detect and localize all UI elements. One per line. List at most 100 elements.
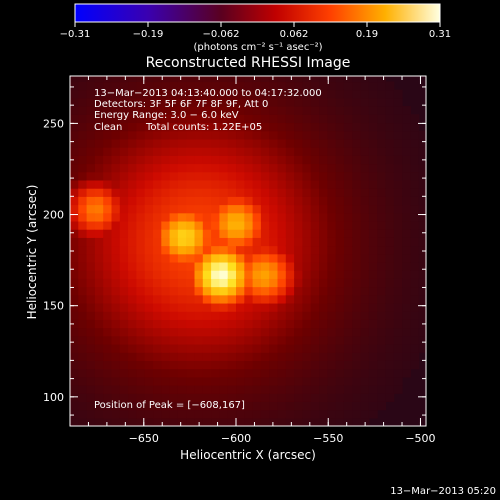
heatmap-cell: [335, 294, 345, 304]
heatmap-cell: [94, 237, 104, 247]
heatmap-cell: [277, 278, 287, 288]
heatmap-cell: [119, 343, 129, 353]
heatmap-cell: [352, 360, 362, 370]
heatmap-cell: [410, 261, 420, 271]
heatmap-cell: [319, 130, 328, 140]
heatmap-cell: [169, 196, 179, 206]
heatmap-cell: [343, 237, 353, 247]
heatmap-cell: [186, 384, 196, 394]
heatmap-cell: [227, 278, 237, 288]
heatmap-cell: [111, 245, 121, 255]
heatmap-cell: [319, 261, 328, 271]
heatmap-cell: [128, 237, 137, 247]
heatmap-cell: [161, 163, 171, 173]
heatmap-cell: [144, 130, 154, 140]
heatmap-cell: [78, 106, 88, 115]
heatmap-cell: [260, 335, 270, 345]
heatmap-cell: [393, 122, 403, 132]
heatmap-cell: [385, 384, 395, 394]
heatmap-cell: [219, 401, 229, 411]
heatmap-cell: [202, 138, 212, 148]
heatmap-cell: [70, 114, 79, 124]
heatmap-cell: [103, 278, 113, 288]
heatmap-cell: [177, 220, 187, 230]
heatmap-cell: [177, 286, 187, 296]
heatmap-cell: [269, 294, 279, 304]
heatmap-cell: [128, 245, 137, 255]
heatmap-cell: [294, 212, 304, 222]
heatmap-cell: [310, 163, 320, 173]
heatmap-cell: [302, 220, 312, 230]
heatmap-cell: [252, 106, 262, 115]
heatmap-cell: [186, 278, 196, 288]
heatmap-cell: [302, 163, 312, 173]
heatmap-cell: [128, 81, 137, 91]
heatmap-cell: [343, 220, 353, 230]
heatmap-cell: [294, 393, 304, 402]
heatmap-cell: [169, 212, 179, 222]
heatmap-cell: [252, 384, 262, 394]
heatmap-cell: [153, 327, 162, 337]
heatmap-cell: [227, 352, 237, 361]
heatmap-cell: [418, 302, 426, 312]
heatmap-cell: [402, 138, 411, 148]
heatmap-cell: [119, 171, 129, 181]
heatmap-cell: [385, 220, 395, 230]
heatmap-cell: [285, 130, 295, 140]
heatmap-cell: [343, 270, 353, 279]
heatmap-cell: [294, 106, 304, 115]
heatmap-cell: [418, 229, 426, 238]
heatmap-cell: [252, 81, 262, 91]
heatmap-cell: [177, 417, 187, 426]
heatmap-cell: [169, 89, 179, 99]
heatmap-cell: [252, 327, 262, 337]
heatmap-cell: [319, 294, 328, 304]
heatmap-cell: [86, 384, 96, 394]
heatmap-cell: [252, 302, 262, 312]
heatmap-cell: [103, 286, 113, 296]
heatmap-cell: [236, 97, 245, 107]
heatmap-cell: [252, 97, 262, 107]
heatmap-cell: [236, 106, 245, 115]
heatmap-cell: [236, 278, 245, 288]
heatmap-cell: [269, 286, 279, 296]
heatmap-cell: [219, 352, 229, 361]
heatmap-cell: [78, 130, 88, 140]
heatmap-cell: [103, 335, 113, 345]
heatmap-cell: [194, 114, 204, 124]
heatmap-cell: [343, 147, 353, 156]
heatmap-cell: [285, 286, 295, 296]
heatmap-cell: [136, 81, 146, 91]
heatmap-cell: [252, 393, 262, 402]
heatmap-cell: [319, 97, 328, 107]
heatmap-cell: [260, 253, 270, 263]
heatmap-cell: [70, 294, 79, 304]
heatmap-cell: [169, 270, 179, 279]
heatmap-cell: [277, 171, 287, 181]
colorbar-tick-label: 0.19: [356, 29, 378, 40]
heatmap-cell: [169, 417, 179, 426]
heatmap-cell: [186, 253, 196, 263]
heatmap-cell: [177, 89, 187, 99]
heatmap-cell: [227, 122, 237, 132]
heatmap-cell: [111, 130, 121, 140]
heatmap-cell: [418, 294, 426, 304]
heatmap-cell: [360, 294, 370, 304]
heatmap-cell: [177, 393, 187, 402]
heatmap-cell: [227, 196, 237, 206]
heatmap-cell: [211, 319, 221, 329]
heatmap-cell: [260, 122, 270, 132]
heatmap-cell: [119, 270, 129, 279]
heatmap-cell: [252, 114, 262, 124]
heatmap-cell: [277, 393, 287, 402]
heatmap-cell: [410, 335, 420, 345]
heatmap-cell: [219, 114, 229, 124]
heatmap-cell: [144, 417, 154, 426]
heatmap-cell: [319, 163, 328, 173]
heatmap-cell: [227, 97, 237, 107]
heatmap-cell: [368, 302, 378, 312]
heatmap-cell: [144, 376, 154, 386]
heatmap-cell: [410, 147, 420, 156]
heatmap-cell: [94, 114, 104, 124]
heatmap-cell: [186, 245, 196, 255]
